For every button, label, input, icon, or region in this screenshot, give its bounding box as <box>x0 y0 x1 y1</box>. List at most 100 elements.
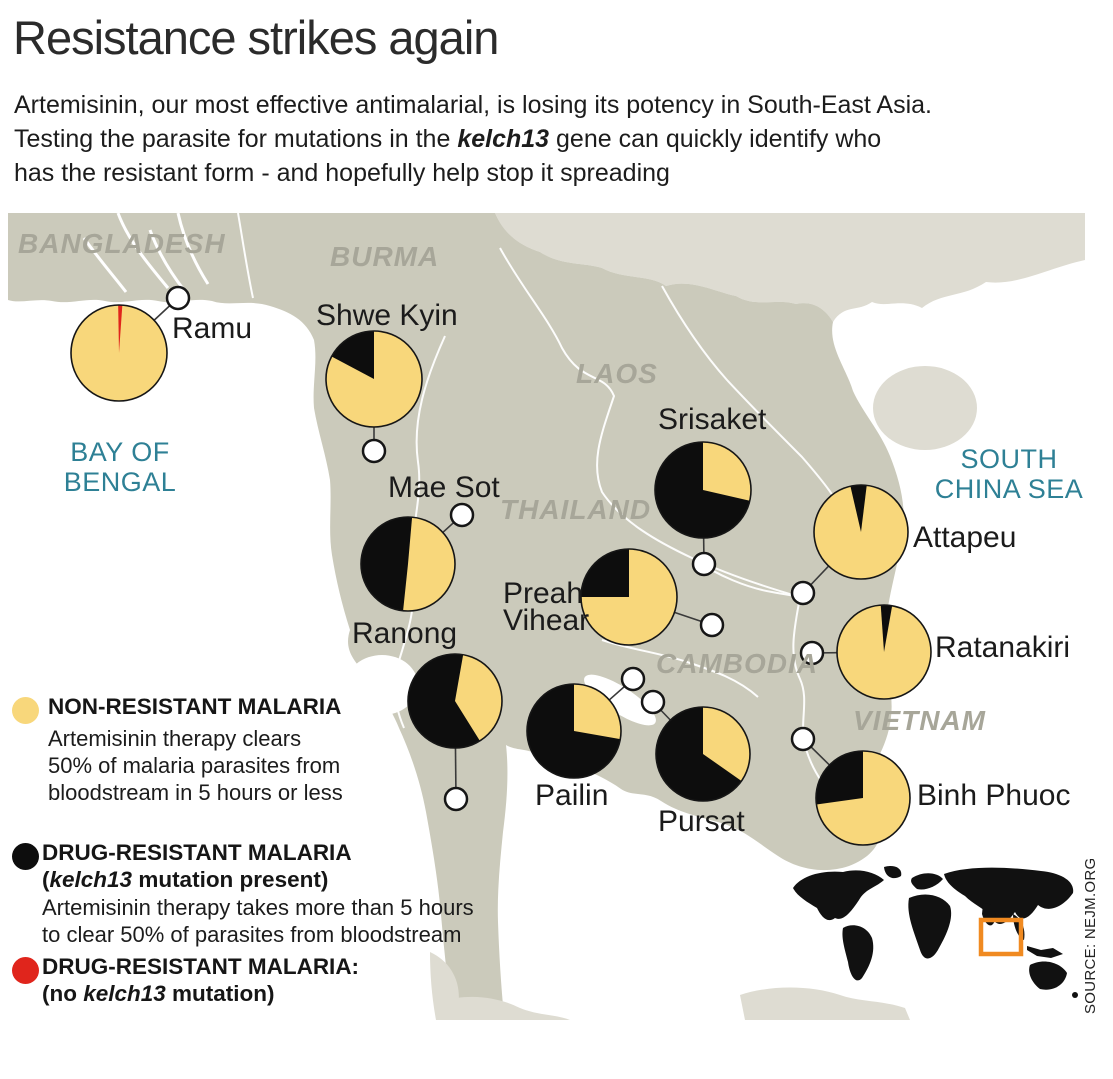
page-title: Resistance strikes again <box>13 11 499 64</box>
site-label-pursat: Pursat <box>658 805 745 838</box>
legend-subtitle-post: mutation) <box>165 981 275 1006</box>
sea-label-1: SOUTH CHINA SEA <box>934 444 1084 504</box>
world-inset-map <box>793 866 1078 998</box>
site-label-attapeu: Attapeu <box>913 521 1017 554</box>
country-label-thailand: THAILAND <box>500 494 652 525</box>
site-label-binh-phuoc: Binh Phuoc <box>917 779 1071 812</box>
location-point-shwe-kyin <box>361 438 387 464</box>
site-pursat <box>640 689 751 802</box>
pie-slice-ramu <box>118 305 123 353</box>
pie-outline <box>325 330 423 428</box>
legend-subtitle-resistant-kelch13: (kelch13 mutation present) <box>42 867 328 893</box>
pie-slice-ranong <box>407 654 480 748</box>
country-label-laos: LAOS <box>576 358 658 389</box>
location-point-pailin <box>620 666 646 692</box>
pie-slice-srisaket <box>655 442 750 539</box>
source-credit: SOURCE: NEJM.ORG <box>1082 857 1099 1014</box>
legend-body-line: 50% of malaria parasites from <box>48 753 341 778</box>
world-silhouette <box>793 866 1078 998</box>
pie-slice-pursat <box>655 707 742 801</box>
pie-outline <box>655 706 751 802</box>
country-label-vietnam: VIETNAM <box>853 705 986 736</box>
legend-subtitle-resistant-no-kelch13: (no kelch13 mutation) <box>42 981 275 1007</box>
site-label-preah-vihear: Preah Vihear <box>503 577 590 637</box>
site-attapeu <box>790 484 909 606</box>
pie-outline <box>526 683 622 779</box>
location-point-pursat <box>640 689 666 715</box>
site-preah-vihear <box>580 548 725 646</box>
site-label-srisaket: Srisaket <box>658 403 767 436</box>
legend-subtitle-pre: ( <box>42 867 50 892</box>
legend-body-line: Artemisinin therapy takes more than 5 ho… <box>42 895 474 920</box>
site-label-shwe-kyin: Shwe Kyin <box>316 299 458 332</box>
site-binh-phuoc <box>790 726 911 846</box>
location-point-ranong <box>443 786 469 812</box>
gene-name: kelch13 <box>83 981 166 1006</box>
country-label-cambodia: CAMBODIA <box>656 648 818 679</box>
intro-line1: Artemisinin, our most effective antimala… <box>14 91 933 119</box>
intro-text: Artemisinin, our most effective antimala… <box>14 88 1074 190</box>
pie-slice-pailin <box>527 684 621 778</box>
location-point-binh-phuoc <box>790 726 816 752</box>
sea-label-0: BAY OF BENGAL <box>63 437 177 497</box>
pie-slice-mae-sot <box>360 516 413 611</box>
pie-slice-shwe-kyin <box>331 331 374 379</box>
gulf-of-martaban <box>346 655 418 715</box>
pie-slice-binh-phuoc <box>816 751 863 805</box>
site-label-ranong: Ranong <box>352 617 458 650</box>
pie-slice-attapeu <box>850 485 867 532</box>
legend-body-line: Artemisinin therapy clears <box>48 726 302 751</box>
inset-highlight-box <box>978 917 1024 957</box>
location-point-mae-sot <box>449 502 475 528</box>
pie-outline <box>654 441 752 539</box>
site-pailin <box>526 666 646 779</box>
site-label-ramu: Ramu <box>172 312 253 345</box>
pie-outline <box>815 750 911 846</box>
legend-subtitle-post: mutation present) <box>132 867 329 892</box>
intro-line2-pre: Testing the parasite for mutations in th… <box>14 125 458 153</box>
legend-subtitle-pre: (no <box>42 981 84 1006</box>
gene-name: kelch13 <box>49 867 133 892</box>
intro-line2-post: gene can quickly identify who <box>549 125 882 153</box>
site-label-mae-sot: Mae Sot <box>388 471 500 504</box>
legend-body-line: bloodstream in 5 hours or less <box>48 780 343 805</box>
land-other-south <box>430 952 910 1020</box>
legend-dot-resistant-kelch13 <box>12 843 39 870</box>
gene-name: kelch13 <box>457 125 550 153</box>
pie-outline <box>836 604 932 700</box>
location-point-srisaket <box>691 551 717 577</box>
site-ranong <box>407 653 503 812</box>
site-label-ratanakiri: Ratanakiri <box>935 631 1071 664</box>
location-point-attapeu <box>790 580 816 606</box>
site-ramu <box>70 285 191 402</box>
site-pies-layer <box>70 285 932 846</box>
site-ratanakiri <box>799 604 932 700</box>
legend-dot-resistant-no-kelch13 <box>12 957 39 984</box>
tonle-sap-lake <box>584 674 656 726</box>
pie-outline <box>813 484 909 580</box>
pie-slice-preah-vihear <box>581 549 629 597</box>
pie-outline <box>360 516 456 612</box>
country-label-burma: BURMA <box>330 241 440 272</box>
country-label-bangladesh: BANGLADESH <box>18 228 226 259</box>
legend-title-resistant-no-kelch13: DRUG-RESISTANT MALARIA: <box>42 954 360 979</box>
pie-outline <box>70 304 168 402</box>
land-other <box>495 213 1085 450</box>
legend-title-resistant-kelch13: DRUG-RESISTANT MALARIA <box>42 840 352 865</box>
site-srisaket <box>654 441 752 577</box>
water-features <box>346 655 656 726</box>
pie-slice-ratanakiri <box>880 605 893 652</box>
site-mae-sot <box>360 502 475 612</box>
legend-body-line: to clear 50% of parasites from bloodstre… <box>42 922 462 947</box>
location-point-ratanakiri <box>799 640 825 666</box>
land-focus <box>8 213 904 1020</box>
site-label-pailin: Pailin <box>535 779 609 812</box>
location-point-preah-vihear <box>699 612 725 638</box>
legend-title-non-resistant: NON-RESISTANT MALARIA <box>48 694 342 719</box>
pie-outline <box>580 548 678 646</box>
location-point-ramu <box>165 285 191 311</box>
site-shwe-kyin <box>325 330 423 464</box>
legend-dot-non-resistant <box>12 697 39 724</box>
